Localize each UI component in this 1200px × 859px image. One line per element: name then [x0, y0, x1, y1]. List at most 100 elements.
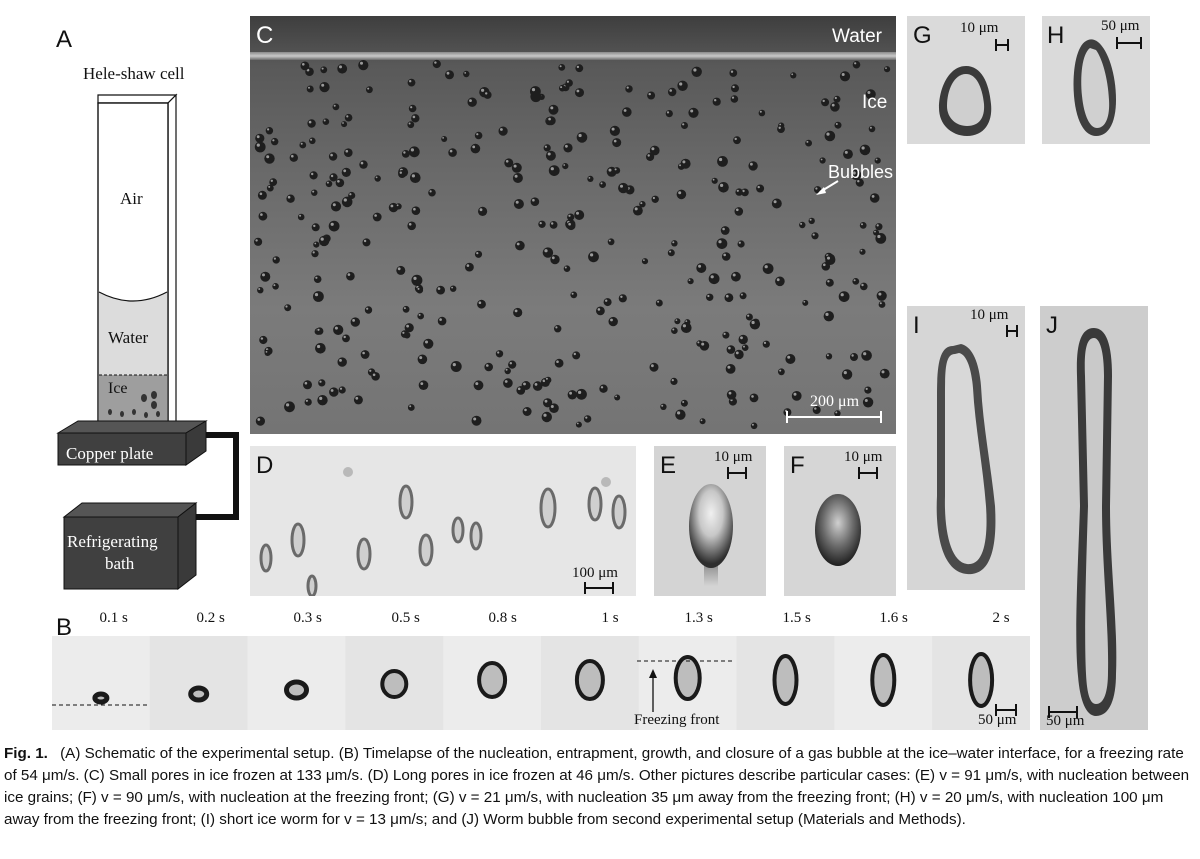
ice-bubble: [681, 322, 692, 334]
ice-bubble: [735, 188, 743, 196]
ice-bubble-highlight: [666, 111, 670, 114]
ice-bubble-highlight: [738, 241, 741, 244]
ice-bubble: [739, 292, 747, 300]
ice-bubble-highlight: [349, 193, 352, 196]
ice-bubble: [495, 350, 504, 358]
ice-bubble: [868, 125, 876, 133]
ice-bubble: [257, 287, 264, 294]
ice-bubble: [830, 102, 840, 112]
ice-bubble-highlight: [312, 190, 315, 193]
ice-bubble: [411, 114, 420, 123]
ice-bubble: [622, 107, 632, 117]
ice-bubble: [655, 299, 663, 307]
ice-bubble: [852, 60, 861, 69]
timelapse-bubble: [188, 685, 210, 703]
panel-g-label: G: [913, 22, 932, 49]
ice-bubble-highlight: [346, 115, 349, 118]
ice-bubble: [311, 250, 319, 258]
time-label-9: 2 s: [992, 610, 1010, 626]
ice-bubble-highlight: [779, 123, 782, 126]
ice-bubble: [313, 275, 322, 284]
ice-bubble-highlight: [469, 99, 472, 102]
ice-bubble-highlight: [360, 161, 364, 165]
ice-bubble-highlight: [747, 314, 750, 317]
timelapse-frame: [149, 636, 248, 730]
ice-bubble-highlight: [854, 62, 857, 65]
caption-text: (A) Schematic of the experimental setup.…: [4, 745, 1190, 828]
ice-bubble: [811, 232, 819, 240]
ice-bubble: [554, 325, 562, 333]
ice-bubble-highlight: [826, 132, 830, 136]
ice-bubble: [554, 358, 564, 368]
ice-bubble-highlight: [578, 390, 582, 394]
panel-e-bubble: [689, 484, 733, 586]
ice-bubble: [884, 66, 891, 73]
ice-bubble-highlight: [585, 416, 588, 419]
ice-bubble-highlight: [449, 149, 453, 153]
ice-bubble-highlight: [698, 264, 702, 268]
ice-bubble: [670, 377, 678, 385]
ice-bubble-highlight: [399, 171, 402, 174]
ice-bubble: [313, 241, 320, 248]
ice-bubble-highlight: [446, 71, 450, 75]
ice-bubble: [852, 278, 860, 285]
ice-bubble-highlight: [439, 318, 442, 321]
ice-bubble: [665, 110, 673, 118]
ice-bubble-highlight: [419, 356, 423, 360]
ice-bubble-highlight: [545, 377, 548, 380]
ice-bubble: [478, 206, 488, 216]
ice-bubble: [549, 221, 558, 229]
ice-bubble: [843, 149, 853, 160]
hele-shaw-title: Hele-shaw cell: [83, 64, 185, 83]
ice-bubble: [538, 220, 546, 228]
ice-bubble: [513, 199, 524, 209]
ice-bubble: [726, 345, 736, 354]
ice-bubble-highlight: [730, 70, 734, 73]
ice-bubble-highlight: [505, 160, 509, 163]
ice-bubble: [546, 116, 556, 126]
ice-bubble: [802, 299, 809, 306]
ice-bubble: [833, 95, 841, 103]
ice-bubble: [717, 156, 728, 167]
ice-bubble-highlight: [321, 67, 324, 70]
ice-bubble-highlight: [334, 326, 338, 330]
ice-bubble-highlight: [723, 253, 726, 257]
timelapse-bubble: [968, 652, 995, 708]
ice-bubble: [512, 173, 523, 183]
ice-bubble-highlight: [576, 211, 579, 215]
ice-bubble: [712, 97, 721, 106]
ice-bubble-highlight: [259, 192, 263, 196]
panel-i-photo: [907, 306, 1025, 590]
ice-bubble: [309, 137, 316, 145]
ice-bubble-highlight: [374, 214, 377, 217]
ice-bubble-highlight: [678, 191, 682, 195]
ice-bubble-highlight: [750, 162, 753, 166]
ice-bubble-highlight: [517, 387, 521, 391]
ice-bubble: [335, 178, 345, 188]
ice-bubble: [411, 274, 423, 286]
ice-bubble: [618, 182, 629, 194]
time-label-0: 0.1 s: [99, 610, 128, 626]
ice-bubble: [353, 395, 363, 405]
ice-bubble: [608, 316, 618, 327]
ice-bubble: [259, 335, 268, 345]
panel-c-bubbles-label: Bubbles: [828, 162, 894, 182]
ice-bubble-highlight: [700, 419, 703, 422]
ice-bubble: [859, 248, 866, 255]
ice-bubble: [272, 283, 279, 290]
ice-bubble: [724, 293, 734, 303]
ice-bubble: [317, 395, 328, 406]
ice-bubble-highlight: [623, 109, 627, 112]
ice-bubble: [563, 143, 573, 153]
ice-bubble: [304, 398, 312, 406]
ice-bubble: [341, 167, 351, 177]
ice-bubble: [445, 70, 454, 80]
ice-bubble-highlight: [806, 140, 809, 143]
ice-bubble-highlight: [718, 240, 722, 244]
ice-bubble: [417, 312, 424, 320]
ice-bubble-highlight: [751, 423, 754, 426]
ice-bubble: [360, 350, 370, 359]
ice-bubble-highlight: [547, 152, 551, 156]
panel-f-scale-text: 10 μm: [844, 449, 883, 465]
ice-bubble: [562, 163, 569, 170]
